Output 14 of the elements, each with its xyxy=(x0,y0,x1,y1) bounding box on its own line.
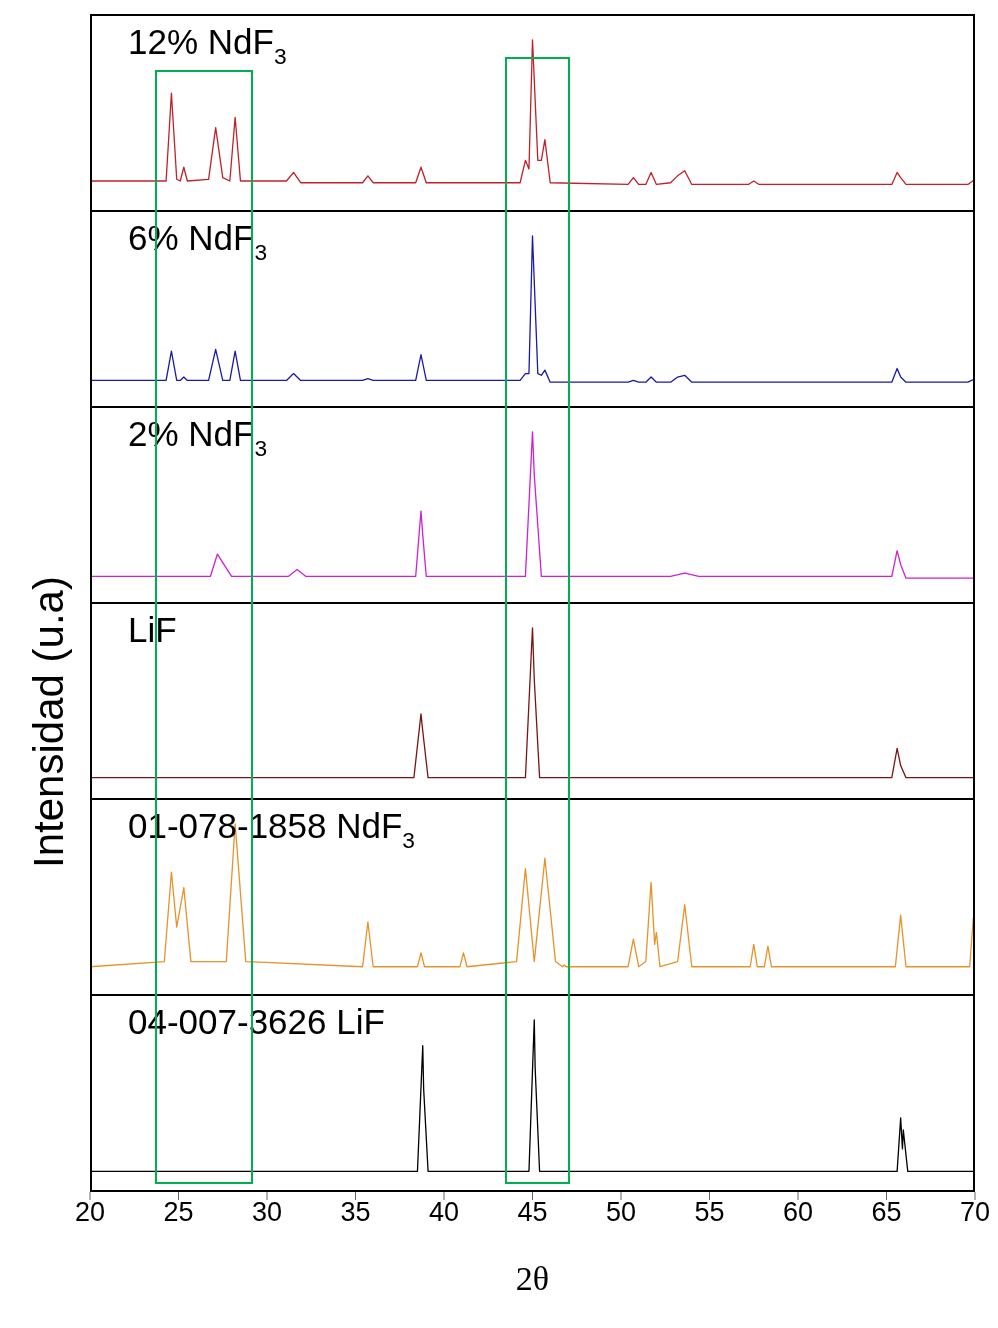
x-tick-label: 60 xyxy=(782,1197,814,1228)
chart-title: 12% NdF$_{3}$ xyxy=(128,22,287,70)
x-tick-label: 45 xyxy=(517,1197,548,1228)
x-tick-label: 65 xyxy=(871,1197,902,1228)
x-tick-label: 30 xyxy=(251,1197,283,1228)
x-axis-title: 2θ xyxy=(514,1260,551,1298)
x-tick-label: 35 xyxy=(340,1197,371,1228)
x-tick-label: 70 xyxy=(959,1197,991,1228)
x-tick-label: 25 xyxy=(163,1197,194,1228)
y-axis-title: Intensidad (u.a) xyxy=(25,576,73,868)
x-tick-label: 20 xyxy=(74,1197,106,1228)
x-tick-label: 50 xyxy=(605,1197,637,1228)
x-tick-label: 55 xyxy=(694,1197,725,1228)
x-tick-label: 40 xyxy=(428,1197,460,1228)
